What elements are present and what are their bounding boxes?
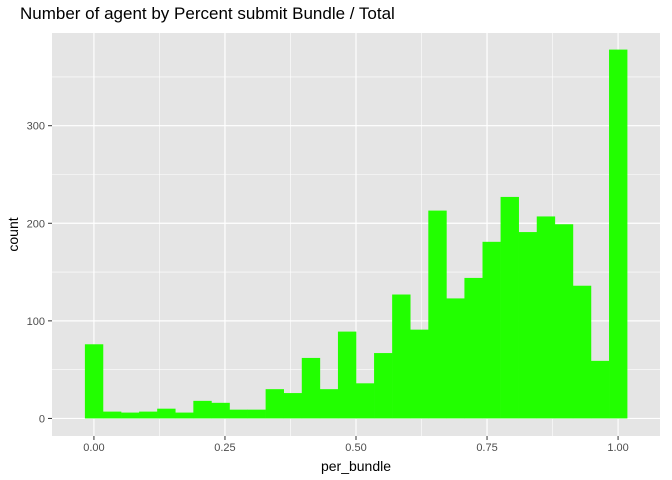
histogram-bar	[319, 389, 339, 419]
y-axis: 0 100 200 300	[27, 121, 52, 425]
histogram-bar	[392, 294, 411, 419]
histogram-bar	[283, 393, 303, 419]
histogram-bar	[572, 285, 592, 419]
histogram-bar	[229, 409, 248, 419]
histogram-bars	[84, 49, 628, 419]
x-tick-label: 1.00	[607, 442, 628, 454]
histogram-bar	[374, 353, 393, 419]
x-axis: 0.00 0.25 0.50 0.75 1.00	[83, 436, 629, 454]
histogram-bar	[500, 196, 519, 419]
histogram-bar	[428, 210, 447, 419]
histogram-bar	[139, 411, 158, 419]
histogram-bar	[193, 400, 212, 419]
histogram-bar	[211, 402, 230, 419]
y-tick-label: 300	[27, 121, 45, 133]
histogram-bar	[482, 241, 501, 419]
x-axis-title: per_bundle	[321, 458, 391, 474]
histogram-bar	[102, 411, 122, 419]
y-tick-label: 100	[27, 316, 45, 328]
y-tick-label: 0	[39, 413, 45, 425]
histogram-bar	[446, 298, 465, 419]
histogram-bar	[301, 357, 321, 419]
histogram-bar	[247, 409, 266, 419]
histogram-bar	[536, 216, 556, 419]
histogram-bar	[84, 344, 104, 419]
histogram-bar	[410, 329, 429, 419]
histogram-bar	[355, 383, 375, 419]
histogram-bar	[554, 224, 574, 419]
histogram-bar	[265, 389, 284, 419]
y-tick-label: 200	[27, 218, 45, 230]
x-tick-label: 0.50	[345, 442, 366, 454]
x-tick-label: 0.25	[214, 442, 235, 454]
histogram-bar	[157, 408, 176, 419]
y-axis-title: count	[5, 217, 21, 251]
histogram-bar	[175, 412, 194, 419]
histogram-bar	[121, 412, 140, 419]
histogram-bar	[609, 49, 628, 419]
chart-title: Number of agent by Percent submit Bundle…	[20, 4, 395, 23]
histogram-bar	[590, 360, 610, 419]
x-tick-label: 0.75	[476, 442, 497, 454]
histogram-bar	[464, 277, 483, 419]
histogram-bar	[518, 232, 538, 419]
histogram-bar	[337, 331, 357, 419]
x-tick-label: 0.00	[83, 442, 104, 454]
